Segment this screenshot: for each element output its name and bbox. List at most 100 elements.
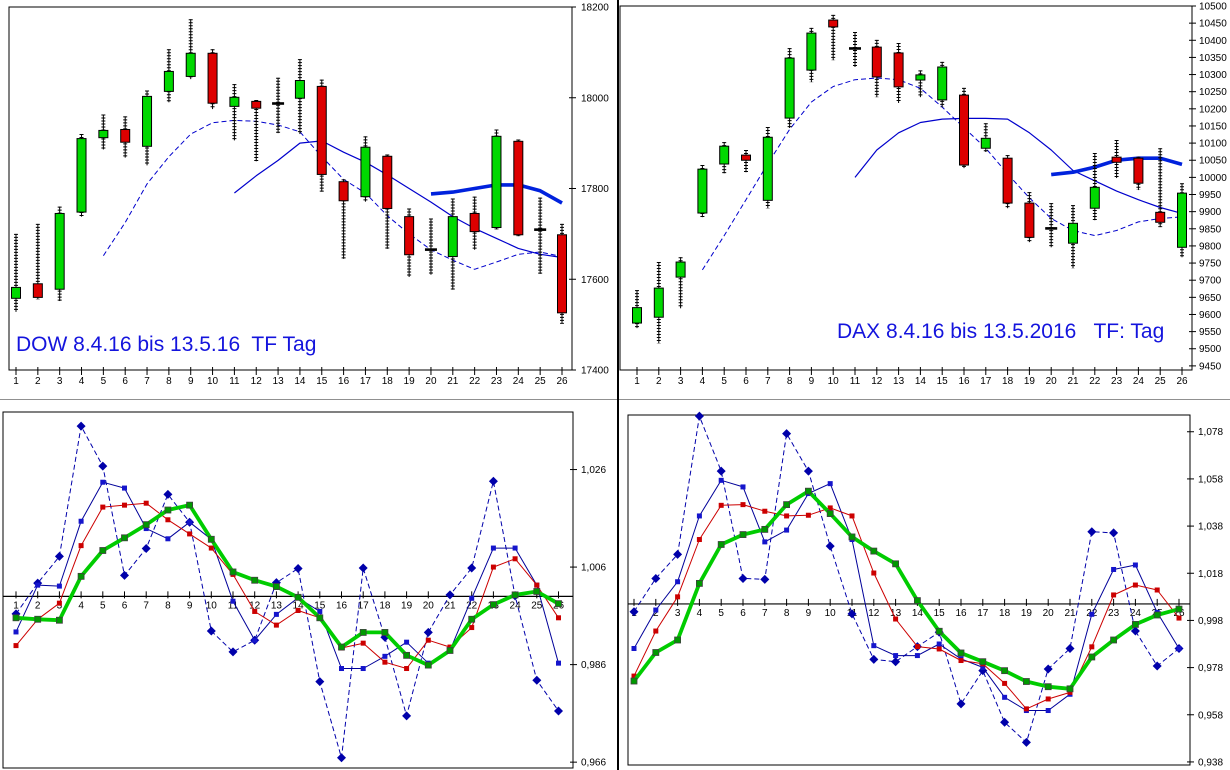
y-axis-label: 10300: [1199, 70, 1227, 81]
candle-body: [469, 212, 480, 233]
red-line-marker: [893, 616, 899, 622]
y-axis-label: 0,958: [1198, 710, 1223, 721]
y-axis-label: 10150: [1199, 121, 1227, 132]
red-line-marker: [1045, 696, 1051, 702]
candle-body: [784, 57, 795, 119]
horizontal-panel-divider: [0, 399, 1230, 400]
candle: [32, 223, 43, 300]
green-line-marker: [826, 510, 834, 517]
green-line-marker: [142, 521, 150, 529]
solid-blue-line-marker: [871, 643, 877, 649]
x-axis-label: 18: [382, 376, 394, 385]
green-line-marker: [251, 576, 259, 584]
dax-candlestick-chart: 10500 10450 10400 10350 10300 10250 10200 10150…: [619, 2, 1227, 385]
solid-blue-line-marker: [1176, 645, 1182, 651]
x-axis-label: 9: [809, 376, 815, 385]
dashed-blue-line-marker: [358, 563, 368, 573]
vertical-panel-divider: [617, 0, 619, 770]
green-line-marker: [446, 647, 454, 654]
red-line-marker: [1089, 644, 1095, 650]
x-axis-label: 26: [1173, 608, 1185, 619]
candle-body: [98, 129, 109, 139]
doji-dash: [272, 102, 285, 105]
solid-blue-line-marker: [339, 666, 344, 672]
candle: [382, 154, 393, 249]
x-axis-label: 21: [1067, 376, 1079, 385]
dashed-blue-line-marker: [1021, 737, 1031, 747]
x-axis-label: 21: [1064, 608, 1076, 619]
x-axis-label: 19: [1024, 376, 1036, 385]
candle-body: [1177, 192, 1187, 248]
dashed-blue-line-marker: [337, 753, 346, 763]
candle: [806, 27, 817, 83]
candle: [1002, 155, 1013, 209]
x-axis-label: 22: [1089, 376, 1101, 385]
candle-body: [806, 32, 817, 71]
red-line-marker: [534, 582, 540, 588]
red-line-marker: [252, 608, 258, 614]
candle: [513, 139, 524, 237]
dashed-blue-line-marker: [1130, 626, 1140, 636]
y-axis-label: 0,938: [1198, 757, 1223, 768]
green-line-marker: [1044, 683, 1052, 691]
candle-body: [653, 287, 664, 318]
y-axis-label: 0,998: [1198, 616, 1223, 627]
y-axis-label: 18000: [581, 93, 609, 104]
red-line-marker: [914, 644, 920, 650]
x-axis-label: 4: [78, 600, 84, 611]
candle-body: [1068, 222, 1078, 244]
solid-blue-line-marker: [100, 479, 106, 485]
green-line-marker: [957, 649, 965, 657]
solid-blue-line-marker: [1002, 694, 1008, 700]
red-line-marker: [1023, 706, 1029, 712]
red-line: [15, 502, 559, 669]
solid-blue-line-marker: [696, 513, 702, 519]
y-axis-label: 9550: [1199, 327, 1222, 338]
green-line-marker: [99, 547, 107, 554]
x-axis-label: 20: [1046, 376, 1058, 385]
y-axis-label: 9650: [1199, 293, 1222, 304]
candle: [1111, 140, 1122, 179]
solid-blue-line-marker: [252, 637, 258, 643]
candle-body: [11, 286, 21, 299]
y-axis-label: 1,018: [1198, 569, 1223, 580]
candle-body: [557, 234, 567, 314]
solid-blue-line-marker: [893, 653, 899, 659]
x-axis-label: 17: [360, 376, 372, 385]
candle: [937, 61, 948, 108]
x-axis-label: 14: [293, 600, 305, 611]
red-line-marker: [556, 615, 561, 621]
candle-body: [491, 135, 502, 229]
dashed-blue-line-marker: [293, 564, 303, 574]
red-line-marker: [273, 622, 279, 628]
x-axis-label: 5: [101, 376, 107, 385]
dashed-blue-line-marker: [956, 699, 966, 709]
candle: [251, 100, 262, 162]
dashed-blue-line-marker: [891, 657, 901, 667]
dashed-blue-line-marker: [1109, 528, 1119, 538]
x-axis-label: 7: [144, 376, 150, 385]
candle: [491, 129, 502, 230]
candle-body: [163, 70, 174, 92]
dax-candlestick-panel: 10500 10450 10400 10350 10300 10250 10200 10150…: [615, 0, 1230, 385]
solid-blue-line-marker: [631, 645, 637, 651]
x-axis-label: 2: [35, 376, 41, 385]
candle-body: [915, 74, 926, 81]
candle-body: [447, 216, 458, 258]
x-axis-label: 6: [740, 608, 746, 619]
dashed-blue-line-marker: [825, 541, 835, 551]
red-line-marker: [936, 646, 942, 652]
candle: [1177, 183, 1187, 258]
red-line-marker: [871, 570, 877, 576]
dashed-blue-line-marker: [1065, 643, 1075, 653]
solid-blue-line-marker: [165, 536, 171, 542]
y-axis-label: 1,058: [1198, 474, 1223, 485]
x-axis-label: 5: [718, 608, 724, 619]
x-axis-label: 8: [784, 608, 790, 619]
candle: [1068, 205, 1078, 269]
solid-blue-line-marker: [360, 666, 366, 672]
red-line-marker: [1002, 680, 1008, 686]
green-line-marker: [630, 677, 638, 685]
candle: [207, 49, 218, 110]
